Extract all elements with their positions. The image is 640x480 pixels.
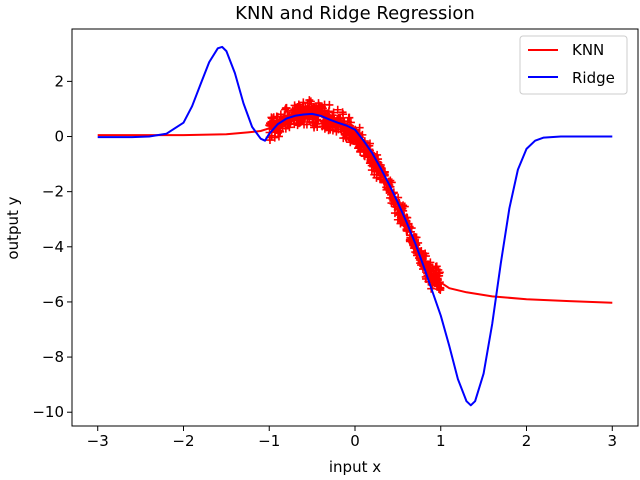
x-axis-label: input x — [329, 458, 381, 476]
scatter-point — [324, 119, 333, 128]
series-line-knn — [97, 112, 613, 304]
y-tick-label: 0 — [54, 128, 64, 146]
scatter-point — [298, 104, 307, 113]
y-tick-label: −4 — [42, 238, 64, 256]
x-tick-label: 3 — [607, 432, 617, 450]
scatter-point — [294, 119, 303, 128]
scatter-point — [294, 100, 303, 109]
x-tick-label: 1 — [436, 432, 446, 450]
x-tick-label: 2 — [522, 432, 532, 450]
y-tick-label: 2 — [54, 72, 64, 90]
scatter-point — [355, 123, 364, 132]
x-tick-label: −2 — [172, 432, 194, 450]
scatter-point — [282, 103, 291, 112]
scatter-point — [313, 123, 322, 132]
chart-title: KNN and Ridge Regression — [235, 3, 475, 24]
y-tick-label: −8 — [42, 348, 64, 366]
scatter-point — [320, 124, 329, 133]
scatter-point — [338, 108, 347, 117]
scatter-point — [313, 115, 322, 124]
scatter-points — [265, 96, 445, 295]
scatter-point — [436, 286, 445, 295]
scatter-point — [308, 105, 317, 114]
scatter-point — [320, 106, 329, 115]
scatter-point — [302, 120, 311, 129]
scatter-point — [373, 150, 382, 159]
y-tick-label: −6 — [42, 293, 64, 311]
x-tick-label: −1 — [258, 432, 280, 450]
scatter-point — [308, 118, 317, 127]
legend: KNN Ridge — [519, 35, 628, 95]
scatter-point — [400, 202, 409, 211]
scatter-point — [319, 117, 328, 126]
scatter-point — [272, 116, 281, 125]
scatter-point — [434, 265, 443, 274]
y-axis-ticks: 2 0 −2 −4 −6 −8 −10 — [32, 72, 72, 421]
x-tick-label: 0 — [350, 432, 360, 450]
scatter-point — [344, 113, 353, 122]
scatter-point — [286, 120, 295, 129]
scatter-point — [307, 99, 316, 108]
x-tick-label: −3 — [87, 432, 109, 450]
scatter-point — [314, 116, 323, 125]
scatter-point — [372, 173, 381, 182]
legend-knn-label: KNN — [572, 41, 604, 59]
scatter-point — [328, 121, 337, 130]
scatter-point — [421, 249, 430, 258]
legend-ridge-label: Ridge — [572, 69, 615, 87]
scatter-point — [276, 110, 285, 119]
y-tick-label: −10 — [32, 403, 64, 421]
x-axis-ticks: −3 −2 −1 0 1 2 3 — [87, 426, 617, 450]
scatter-point — [265, 136, 274, 145]
scatter-point — [342, 134, 351, 143]
scatter-point — [332, 127, 341, 136]
scatter-point — [335, 114, 344, 123]
series-line-ridge — [97, 45, 613, 407]
y-axis-label: output y — [4, 196, 22, 259]
scatter-point — [390, 209, 399, 218]
scatter-point — [333, 105, 342, 114]
y-tick-label: −2 — [42, 183, 64, 201]
series-lines — [97, 45, 613, 407]
